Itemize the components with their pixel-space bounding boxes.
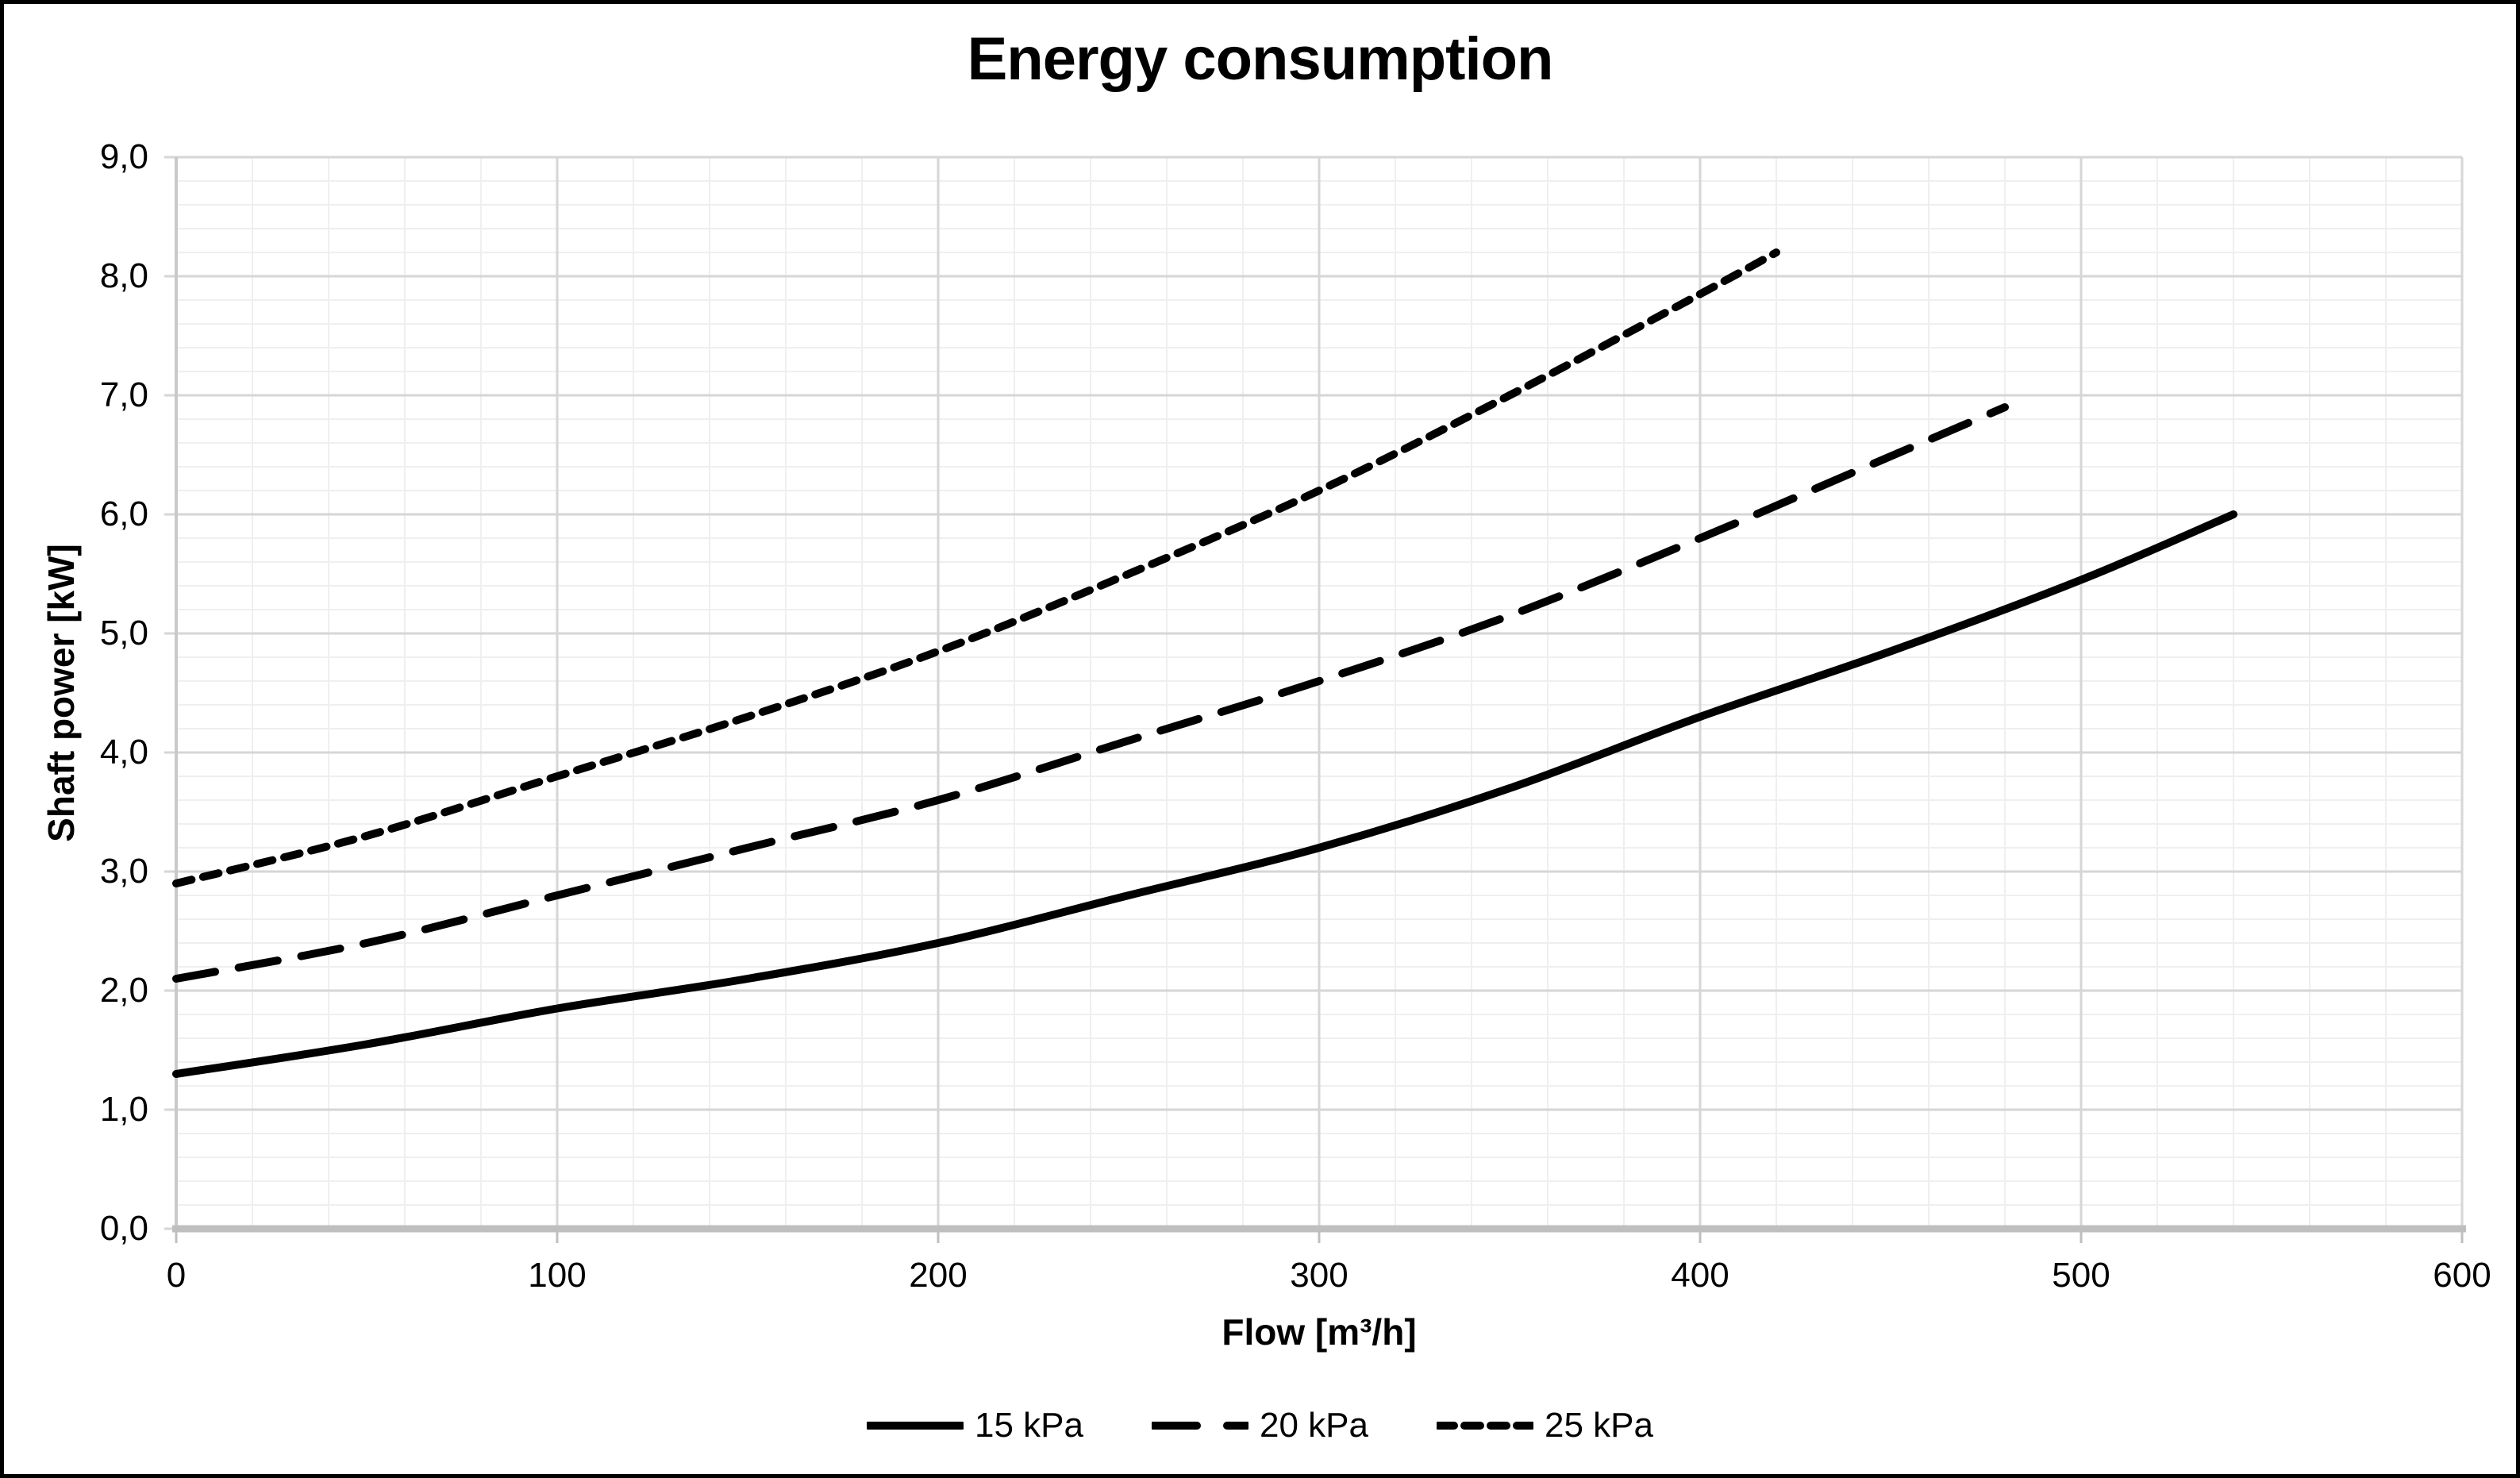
chart-title: Energy consumption — [967, 25, 1554, 93]
legend-line-sample — [1436, 1422, 1533, 1430]
x-tick-label: 600 — [2433, 1256, 2491, 1295]
y-tick-label: 4,0 — [99, 733, 148, 772]
legend: 15 kPa 20 kPa 25 kPa — [4, 1406, 2516, 1445]
y-tick-label: 6,0 — [99, 495, 148, 533]
y-tick-label: 1,0 — [99, 1090, 148, 1129]
legend-label: 15 kPa — [975, 1406, 1083, 1445]
y-tick-label: 8,0 — [99, 256, 148, 295]
x-tick-label: 400 — [1671, 1256, 1729, 1295]
x-tick-label: 300 — [1290, 1256, 1348, 1295]
legend-line-sample — [1152, 1422, 1248, 1430]
series-20-kpa-line — [172, 403, 2009, 983]
legend-label: 20 kPa — [1260, 1406, 1368, 1445]
y-tick-label: 2,0 — [99, 971, 148, 1010]
x-tick-label: 500 — [2052, 1256, 2110, 1295]
legend-line-sample — [867, 1422, 964, 1430]
legend-item-15-kpa: 15 kPa — [867, 1406, 1083, 1445]
x-tick-label: 100 — [528, 1256, 587, 1295]
series-25-kpa-line — [172, 248, 1780, 887]
series-15-kpa-line — [172, 510, 2237, 1078]
x-axis-title: Flow [m³/h] — [1222, 1311, 1417, 1353]
x-tick-label: 200 — [909, 1256, 968, 1295]
x-tick-label: 0 — [166, 1256, 187, 1295]
y-tick-label: 5,0 — [99, 614, 148, 652]
y-tick-label: 7,0 — [99, 375, 148, 414]
plot-area — [164, 156, 2466, 1243]
legend-label: 25 kPa — [1544, 1406, 1653, 1445]
y-tick-label: 3,0 — [99, 852, 148, 891]
y-tick-label: 0,0 — [99, 1209, 148, 1248]
y-axis-title: Shaft power [kW] — [40, 544, 82, 842]
y-tick-label: 9,0 — [99, 137, 148, 176]
legend-item-25-kpa: 25 kPa — [1436, 1406, 1653, 1445]
legend-item-20-kpa: 20 kPa — [1152, 1406, 1368, 1445]
